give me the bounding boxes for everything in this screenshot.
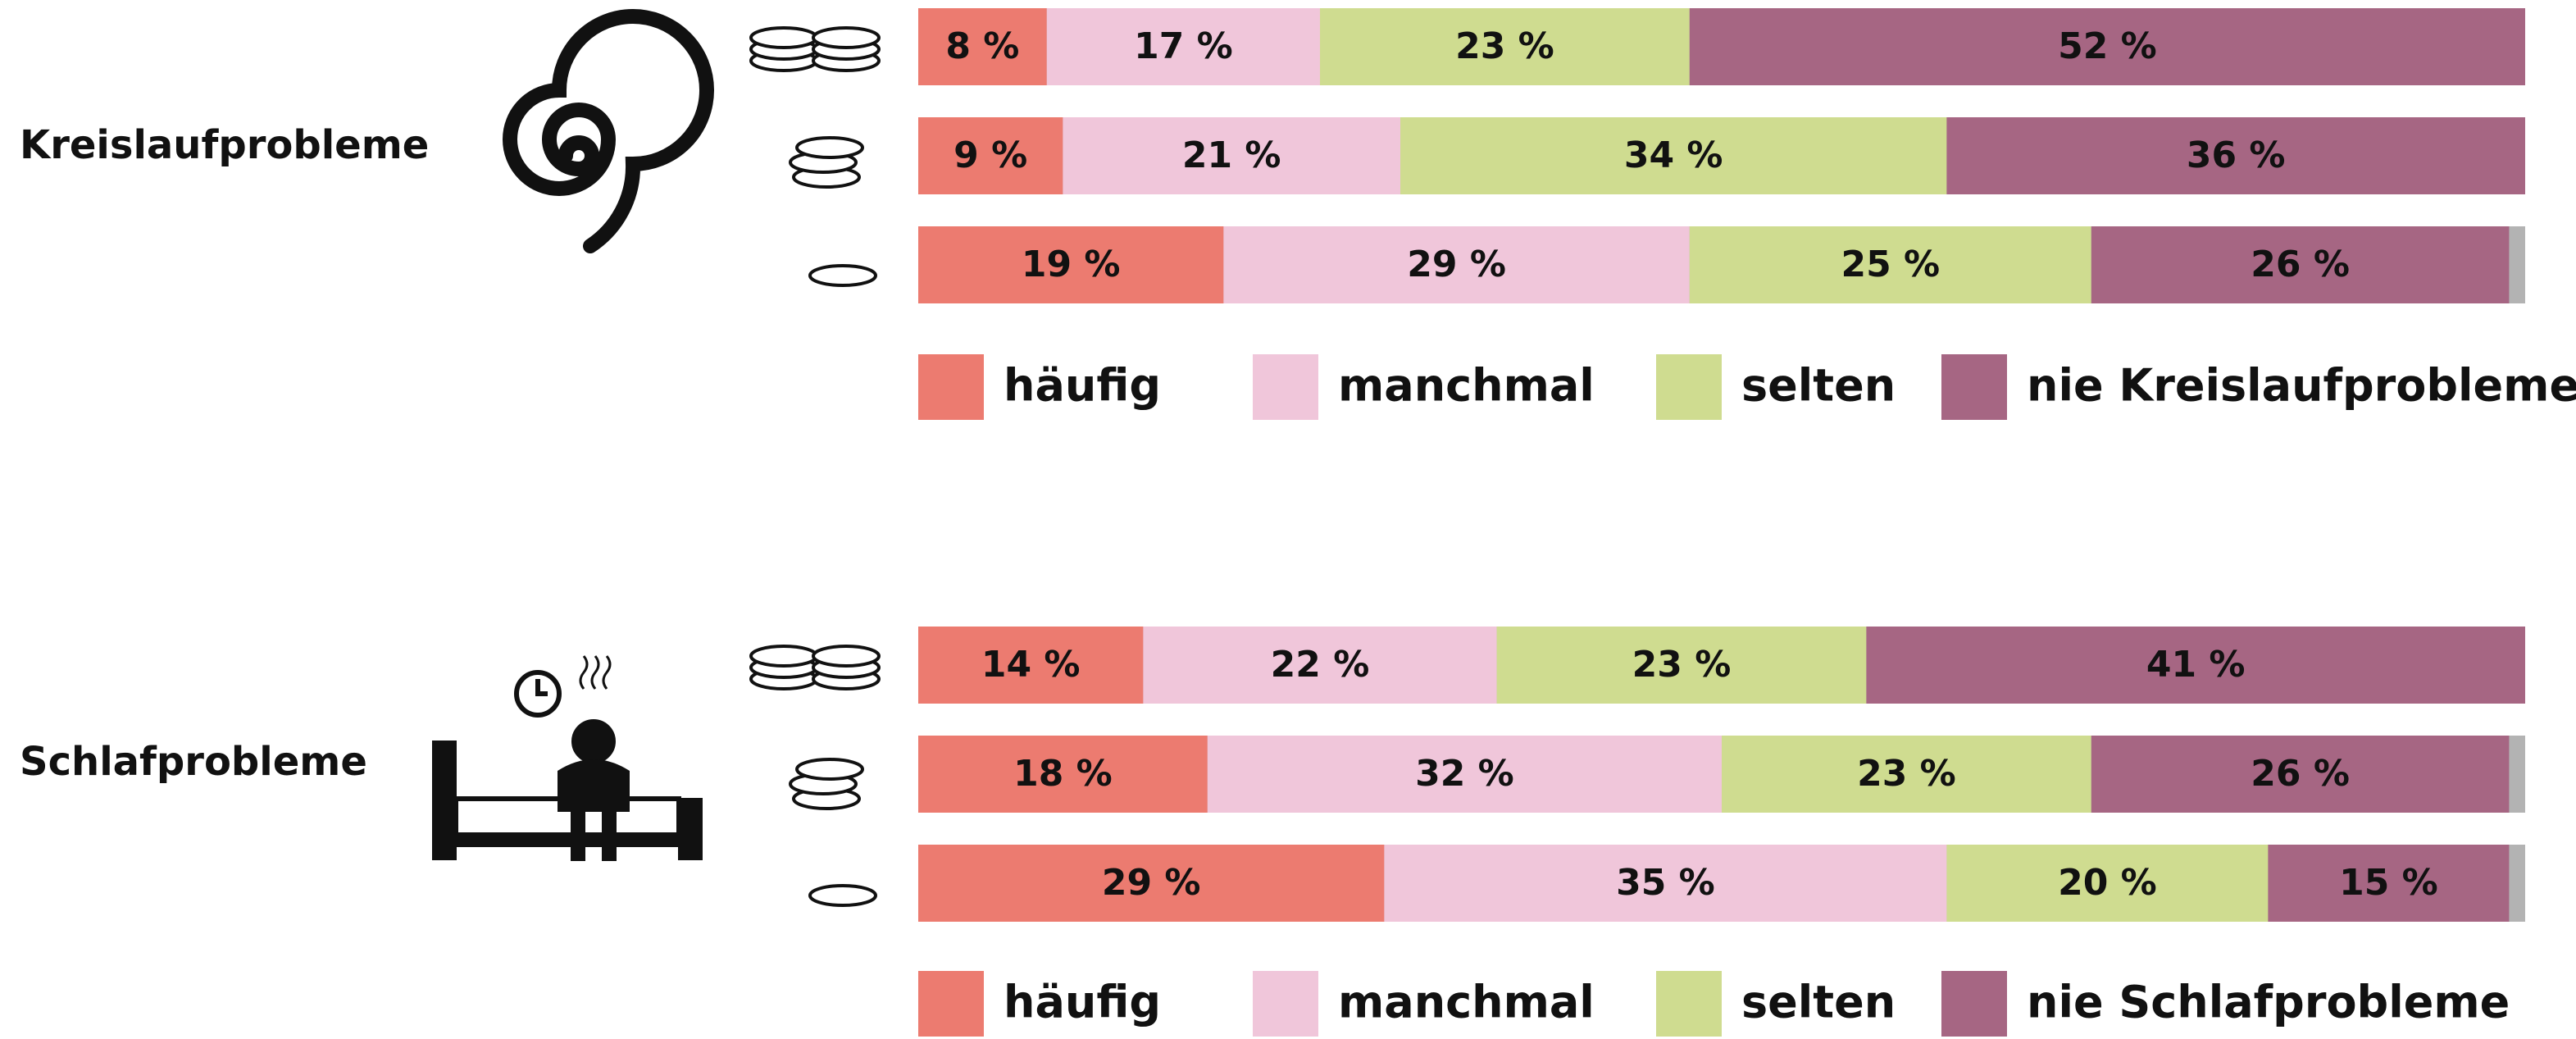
value-label: 41 % bbox=[2146, 644, 2246, 686]
legend-label: nie Kreislaufprobleme bbox=[2027, 360, 2576, 412]
bar-segment bbox=[1384, 845, 1947, 922]
legend-label: selten bbox=[1741, 977, 1896, 1028]
value-label: 34 % bbox=[1624, 134, 1723, 176]
chart-title: Schlafprobleme bbox=[20, 739, 367, 785]
bar-segment bbox=[1400, 117, 1947, 194]
bar-segment bbox=[918, 8, 1047, 85]
value-label: 29 % bbox=[1407, 244, 1506, 285]
legend-label: häufig bbox=[1004, 360, 1161, 412]
bar-segment bbox=[1223, 226, 1690, 303]
icons bbox=[432, 9, 881, 907]
legend-swatch bbox=[1656, 971, 1722, 1037]
legend-label: manchmal bbox=[1338, 360, 1595, 412]
bar-segment bbox=[1143, 627, 1497, 704]
legend-label: selten bbox=[1741, 360, 1896, 412]
value-label: 25 % bbox=[1841, 244, 1940, 285]
value-label: 23 % bbox=[1455, 25, 1554, 67]
coins-icon bbox=[749, 26, 881, 907]
legend-swatch bbox=[1941, 971, 2007, 1037]
value-label: 17 % bbox=[1134, 25, 1233, 67]
bar-segment bbox=[2268, 845, 2510, 922]
bar-segment bbox=[1063, 117, 1400, 194]
value-label: 23 % bbox=[1857, 753, 1956, 795]
value-label: 18 % bbox=[1013, 753, 1113, 795]
value-label: 9 % bbox=[953, 134, 1027, 176]
bar-segment bbox=[1320, 8, 1690, 85]
bar-segment bbox=[918, 736, 1208, 813]
bar-segment bbox=[1207, 736, 1722, 813]
legend-swatch bbox=[1253, 971, 1318, 1037]
bar-segment bbox=[1689, 226, 2091, 303]
value-label: 26 % bbox=[2251, 244, 2350, 285]
legend-swatch bbox=[918, 971, 984, 1037]
value-label: 36 % bbox=[2187, 134, 2286, 176]
bar-segment bbox=[918, 226, 1224, 303]
bar-segment bbox=[1722, 736, 2091, 813]
spiral-icon bbox=[503, 9, 714, 253]
value-label: 8 % bbox=[945, 25, 1019, 67]
legend-swatch bbox=[1253, 354, 1318, 420]
value-label: 23 % bbox=[1632, 644, 1732, 686]
bar-segment bbox=[1946, 845, 2269, 922]
chart-title: Kreislaufprobleme bbox=[20, 122, 429, 168]
bar-segment bbox=[918, 117, 1063, 194]
bar-segment bbox=[1046, 8, 1320, 85]
value-label: 35 % bbox=[1616, 862, 1715, 904]
value-label: 29 % bbox=[1102, 862, 1201, 904]
value-label: 20 % bbox=[2058, 862, 2157, 904]
value-label: 26 % bbox=[2251, 753, 2350, 795]
sleep-icon bbox=[432, 655, 703, 861]
bar-segment bbox=[1689, 8, 2525, 85]
legend-swatch bbox=[918, 354, 984, 420]
bar-segment bbox=[1866, 627, 2525, 704]
value-label: 21 % bbox=[1182, 134, 1281, 176]
legend-swatch bbox=[1941, 354, 2007, 420]
bar-segment bbox=[918, 845, 1385, 922]
legend-label: nie Schlafprobleme bbox=[2027, 977, 2510, 1028]
legend-swatch bbox=[1656, 354, 1722, 420]
legend-label: manchmal bbox=[1338, 977, 1595, 1028]
bar-segment bbox=[1946, 117, 2525, 194]
bar-segment bbox=[2091, 226, 2510, 303]
value-label: 19 % bbox=[1022, 244, 1121, 285]
bar-segment bbox=[918, 627, 1144, 704]
value-label: 52 % bbox=[2058, 25, 2157, 67]
value-label: 32 % bbox=[1415, 753, 1514, 795]
bar-segment bbox=[2091, 736, 2510, 813]
value-label: 14 % bbox=[981, 644, 1081, 686]
legend-label: häufig bbox=[1004, 977, 1161, 1028]
bar-segment bbox=[1496, 627, 1867, 704]
value-label: 15 % bbox=[2339, 862, 2438, 904]
value-label: 22 % bbox=[1271, 644, 1370, 686]
